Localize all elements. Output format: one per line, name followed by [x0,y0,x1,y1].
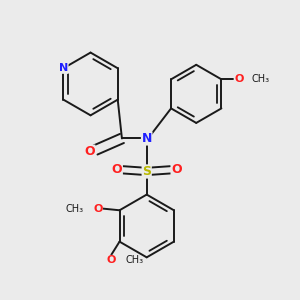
Text: N: N [142,132,152,145]
Text: O: O [84,145,95,158]
Text: CH₃: CH₃ [251,74,269,84]
Text: CH₃: CH₃ [125,256,143,266]
Text: O: O [112,163,122,176]
Text: O: O [171,163,182,176]
Text: O: O [234,74,244,84]
Text: S: S [142,165,151,178]
Text: O: O [106,256,116,266]
Text: CH₃: CH₃ [66,204,84,214]
Text: N: N [59,63,68,73]
Text: O: O [93,204,102,214]
